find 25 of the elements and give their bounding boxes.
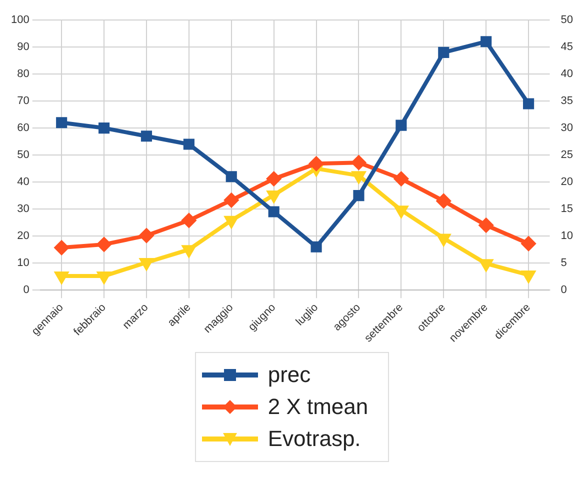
y2-tick-label: 5: [560, 257, 567, 270]
y-tick-label: 10: [17, 257, 30, 270]
legend-label: Evotrasp.: [268, 426, 361, 452]
y2-tick-label: 25: [560, 149, 574, 162]
y-tick-label: 70: [17, 95, 30, 108]
y-tick-label: 30: [17, 203, 30, 216]
y-tick-label: 40: [17, 176, 30, 188]
y-tick-label: 50: [17, 149, 30, 162]
y2-tick-label: 45: [560, 41, 574, 54]
y2-tick-label: 35: [560, 95, 574, 108]
y-tick-label: 90: [17, 41, 30, 54]
y2-tick-label: 50: [560, 14, 574, 26]
y2-tick-label: 40: [560, 68, 574, 80]
y2-tick-label: 20: [560, 176, 574, 188]
legend-label: prec: [268, 362, 311, 388]
y-tick-label: 80: [17, 68, 30, 80]
y-tick-label: 60: [17, 122, 30, 134]
y-tick-label: 20: [17, 230, 30, 242]
y2-tick-label: 30: [560, 122, 574, 134]
y2-tick-label: 15: [560, 203, 574, 216]
y-tick-label: 0: [23, 284, 30, 296]
y2-tick-label: 0: [560, 284, 567, 296]
legend-label: 2 X tmean: [268, 394, 368, 420]
y2-tick-label: 10: [560, 230, 574, 242]
y-tick-label: 100: [10, 14, 30, 26]
